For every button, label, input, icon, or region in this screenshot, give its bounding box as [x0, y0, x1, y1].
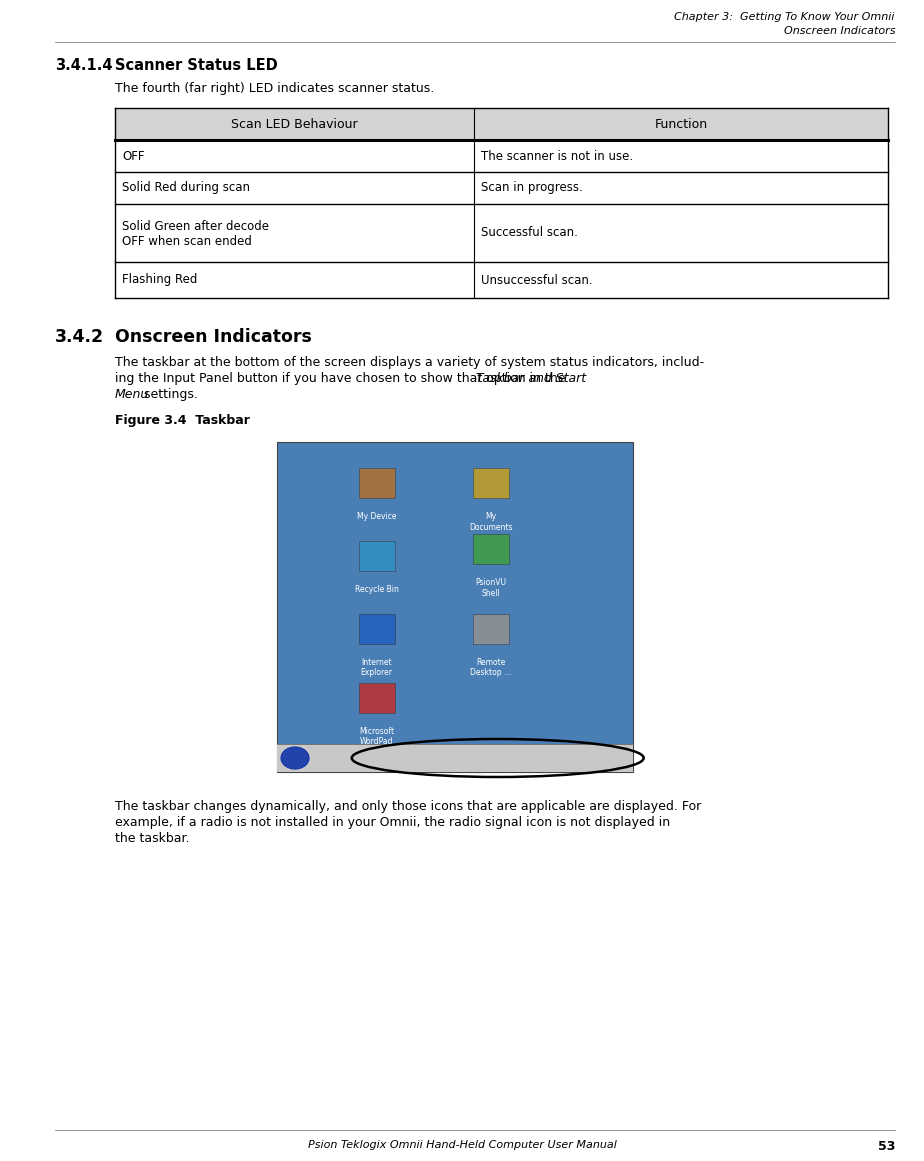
Text: the taskbar.: the taskbar. — [115, 832, 189, 845]
Text: Menu: Menu — [115, 388, 150, 401]
Bar — [359, 541, 395, 571]
Text: OFF: OFF — [122, 150, 144, 163]
Text: Solid Green after decode: Solid Green after decode — [122, 219, 269, 233]
Text: Chapter 3:  Getting To Know Your Omnii: Chapter 3: Getting To Know Your Omnii — [675, 12, 895, 22]
Text: Successful scan.: Successful scan. — [481, 226, 578, 239]
Text: Taskbar and Start: Taskbar and Start — [477, 372, 587, 385]
Text: Internet
Explorer: Internet Explorer — [360, 657, 393, 677]
Text: 3.4.2: 3.4.2 — [55, 329, 104, 346]
Text: Solid Red during scan: Solid Red during scan — [122, 181, 250, 195]
Bar — [359, 468, 395, 498]
Text: The scanner is not in use.: The scanner is not in use. — [481, 150, 634, 163]
Text: The taskbar at the bottom of the screen displays a variety of system status indi: The taskbar at the bottom of the screen … — [115, 356, 704, 369]
Bar — [359, 614, 395, 643]
Bar — [472, 534, 508, 564]
Text: Scan LED Behaviour: Scan LED Behaviour — [231, 117, 358, 130]
Ellipse shape — [281, 747, 309, 769]
Text: PsionVU
Shell: PsionVU Shell — [475, 578, 506, 598]
Text: 3.4.1.4: 3.4.1.4 — [55, 58, 113, 73]
Text: settings.: settings. — [140, 388, 198, 401]
Text: Scan in progress.: Scan in progress. — [481, 181, 583, 195]
Text: Figure 3.4  Taskbar: Figure 3.4 Taskbar — [115, 414, 249, 427]
Bar — [115, 108, 888, 140]
Text: My Device: My Device — [357, 512, 396, 521]
Text: OFF when scan ended: OFF when scan ended — [122, 235, 252, 248]
Text: Psion Teklogix Omnii Hand-Held Computer User Manual: Psion Teklogix Omnii Hand-Held Computer … — [308, 1140, 616, 1151]
Text: 53: 53 — [878, 1140, 895, 1153]
Text: Unsuccessful scan.: Unsuccessful scan. — [481, 274, 593, 287]
Text: Onscreen Indicators: Onscreen Indicators — [115, 329, 312, 346]
Text: ing the Input Panel button if you have chosen to show that option in the: ing the Input Panel button if you have c… — [115, 372, 569, 385]
Text: example, if a radio is not installed in your Omnii, the radio signal icon is not: example, if a radio is not installed in … — [115, 816, 670, 829]
Bar — [359, 683, 395, 713]
Text: Remote
Desktop ...: Remote Desktop ... — [470, 657, 511, 677]
Text: Onscreen Indicators: Onscreen Indicators — [784, 26, 895, 36]
Text: Recycle Bin: Recycle Bin — [355, 585, 398, 594]
Text: My
Documents: My Documents — [468, 512, 512, 532]
Text: The taskbar changes dynamically, and only those icons that are applicable are di: The taskbar changes dynamically, and onl… — [115, 800, 701, 813]
Bar — [472, 614, 508, 643]
Text: Scanner Status LED: Scanner Status LED — [115, 58, 278, 73]
Text: Flashing Red: Flashing Red — [122, 274, 198, 287]
Text: Function: Function — [655, 117, 708, 130]
Text: The fourth (far right) LED indicates scanner status.: The fourth (far right) LED indicates sca… — [115, 82, 434, 95]
Bar — [472, 468, 508, 498]
Text: Microsoft
WordPad: Microsoft WordPad — [359, 727, 395, 747]
Bar — [277, 744, 633, 772]
Bar — [277, 442, 633, 772]
